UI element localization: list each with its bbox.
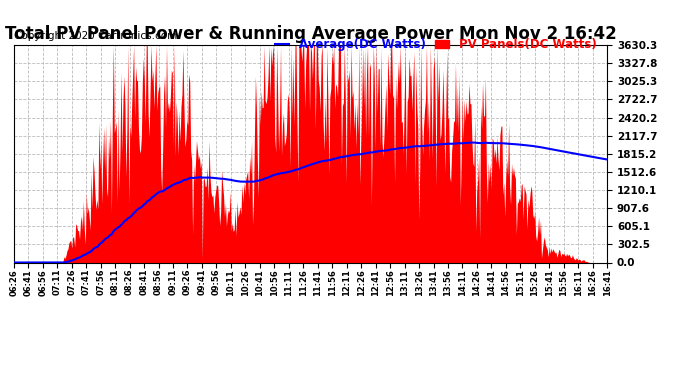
Title: Total PV Panel Power & Running Average Power Mon Nov 2 16:42: Total PV Panel Power & Running Average P…	[5, 26, 616, 44]
Legend: Average(DC Watts), PV Panels(DC Watts): Average(DC Watts), PV Panels(DC Watts)	[270, 33, 601, 56]
Text: Copyright 2020 Cartronics.com: Copyright 2020 Cartronics.com	[14, 31, 177, 40]
